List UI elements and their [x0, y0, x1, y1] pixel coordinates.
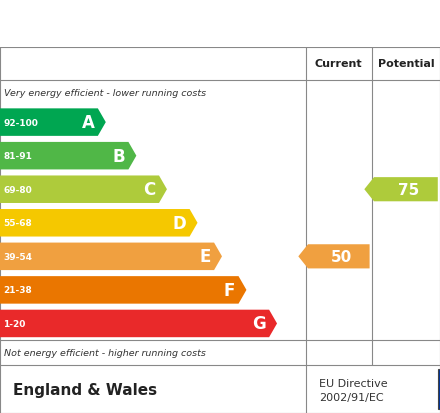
Text: E: E [199, 248, 210, 266]
Text: A: A [81, 114, 94, 132]
Text: Energy Efficiency Rating: Energy Efficiency Rating [11, 14, 299, 34]
Text: Very energy efficient - lower running costs: Very energy efficient - lower running co… [4, 89, 206, 98]
Bar [438, 369, 440, 409]
Text: 2002/91/EC: 2002/91/EC [319, 392, 384, 402]
Text: G: G [252, 315, 266, 332]
Text: B: B [112, 147, 125, 165]
Polygon shape [0, 310, 277, 337]
Text: 81-91: 81-91 [4, 152, 33, 161]
Polygon shape [0, 276, 246, 304]
Polygon shape [0, 243, 222, 271]
Polygon shape [0, 109, 106, 137]
Text: 75: 75 [398, 182, 419, 197]
Text: Potential: Potential [378, 59, 434, 69]
Text: 55-68: 55-68 [4, 219, 32, 228]
Text: Not energy efficient - higher running costs: Not energy efficient - higher running co… [4, 349, 206, 357]
Polygon shape [298, 244, 370, 269]
Text: Current: Current [315, 59, 363, 69]
Text: EU Directive: EU Directive [319, 379, 388, 389]
Text: England & Wales: England & Wales [13, 382, 158, 397]
Text: C: C [143, 181, 155, 199]
Text: 21-38: 21-38 [4, 286, 32, 295]
Polygon shape [0, 209, 198, 237]
Text: 39-54: 39-54 [4, 252, 33, 261]
Text: D: D [172, 214, 186, 232]
Text: F: F [224, 281, 235, 299]
Polygon shape [364, 178, 438, 202]
Text: 69-80: 69-80 [4, 185, 32, 194]
Text: 92-100: 92-100 [4, 118, 38, 127]
Polygon shape [0, 176, 167, 204]
Polygon shape [0, 142, 136, 170]
Text: 1-20: 1-20 [4, 319, 26, 328]
Text: 50: 50 [331, 249, 352, 264]
